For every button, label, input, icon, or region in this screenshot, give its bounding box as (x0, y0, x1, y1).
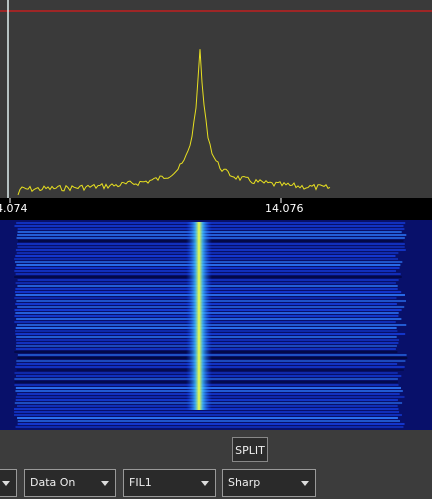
waterfall-row (17, 417, 398, 419)
waterfall-row (15, 426, 404, 428)
waterfall-row (17, 420, 401, 422)
split-button[interactable]: SPLIT (232, 437, 268, 462)
spectrum-display: 4.074 14.076 (0, 0, 432, 432)
dropdown[interactable]: Sharp (222, 469, 316, 497)
dropdown[interactable]: Data On (24, 469, 116, 497)
waterfall-row (14, 411, 400, 413)
divider (0, 430, 432, 432)
freq-label: 4.074 (0, 202, 28, 215)
signal-glow (186, 222, 212, 410)
waterfall-row (17, 423, 405, 425)
dropdown[interactable]: FIL1 (123, 469, 216, 497)
waterfall-row (14, 414, 402, 416)
dropdown[interactable] (0, 469, 17, 497)
freq-label: 14.076 (265, 202, 304, 215)
waterfall-row (17, 354, 407, 356)
spectrum-bg (0, 0, 432, 198)
waterfall-row (17, 357, 408, 359)
spectrum-trace (17, 49, 331, 196)
freq-scale (0, 198, 432, 220)
